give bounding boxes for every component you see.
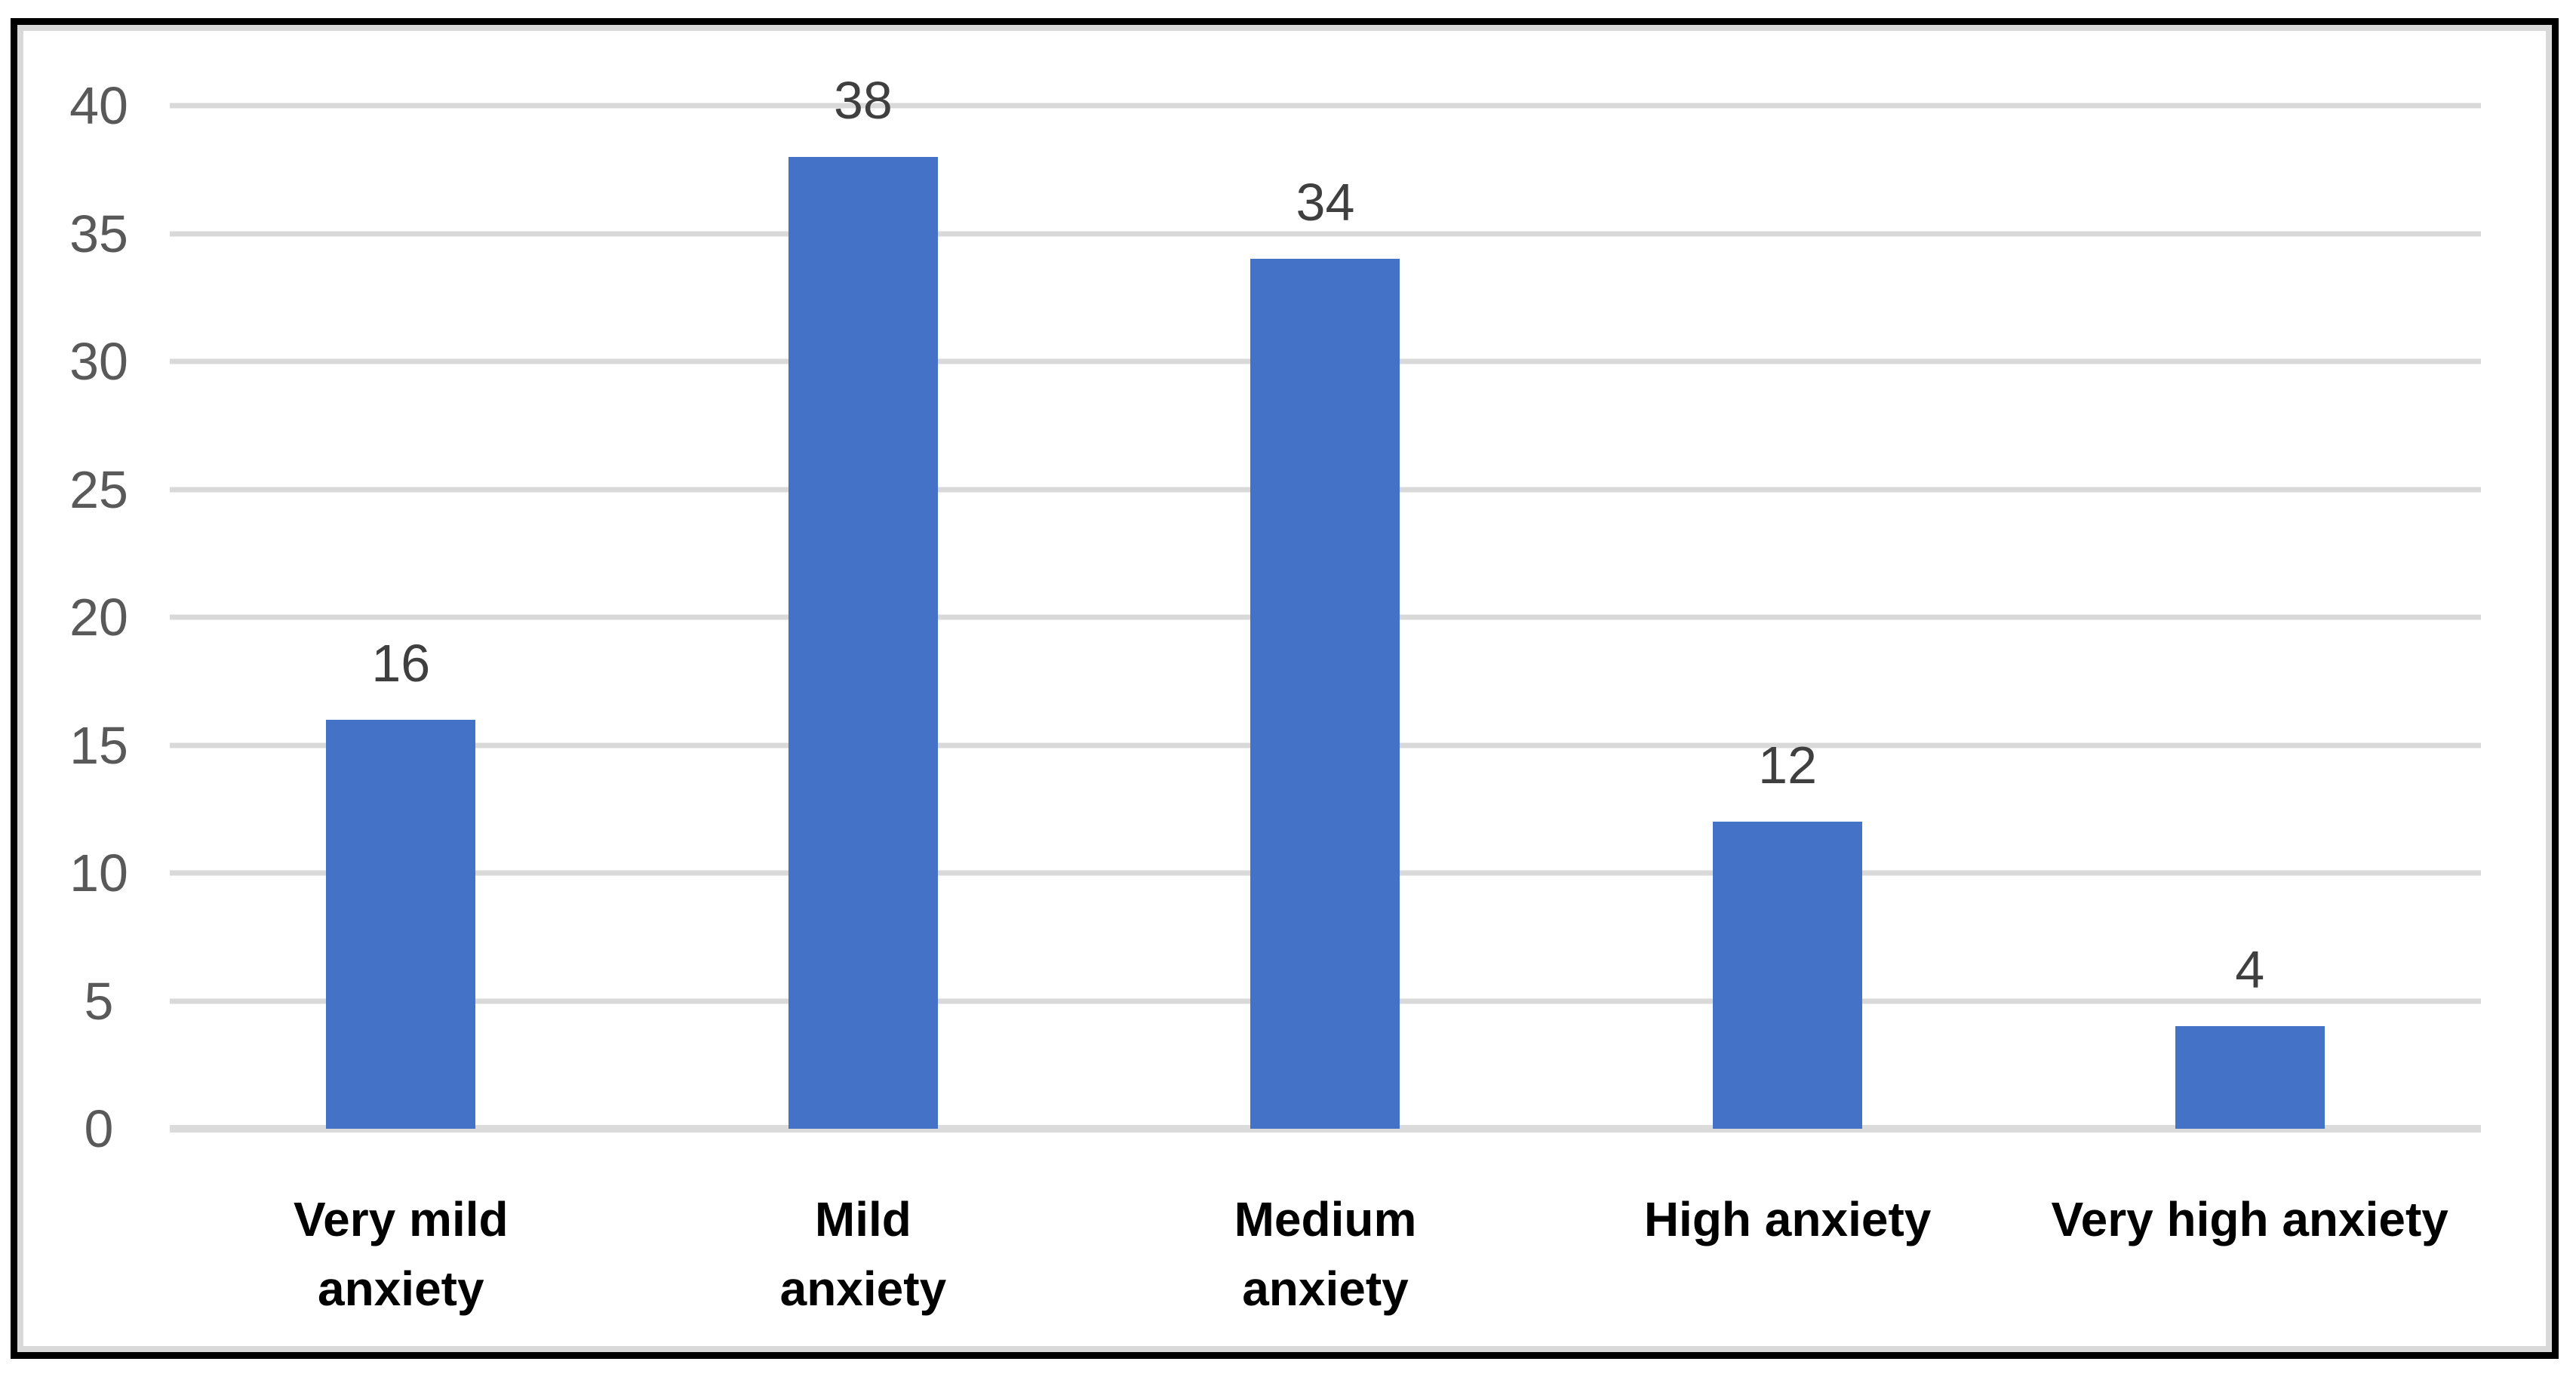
x-axis-line bbox=[170, 1125, 2481, 1133]
bar bbox=[1250, 259, 1400, 1129]
y-tick-label: 10 bbox=[69, 844, 128, 902]
y-axis: 0 5 10 15 20 25 30 35 40 bbox=[38, 79, 159, 1155]
x-axis: Very mild anxiety Mild anxiety Medium anxiety… bbox=[170, 1185, 2481, 1323]
data-label: 34 bbox=[1296, 173, 1355, 232]
y-tick-label: 15 bbox=[69, 715, 128, 775]
category-label-line: anxiety bbox=[1242, 1262, 1409, 1316]
gridline bbox=[170, 103, 2481, 109]
y-tick-label: 30 bbox=[69, 332, 128, 391]
bar bbox=[2175, 1026, 2325, 1129]
data-label: 12 bbox=[1758, 736, 1818, 795]
category-label-line: Very high anxiety bbox=[2051, 1192, 2448, 1246]
y-tick-label: 25 bbox=[69, 459, 128, 519]
bar-group: 34 bbox=[1094, 106, 1557, 1129]
category-label: Mild anxiety bbox=[632, 1185, 1095, 1323]
category-label-line: Medium bbox=[1234, 1192, 1417, 1246]
bar bbox=[326, 719, 476, 1129]
data-label: 38 bbox=[833, 70, 893, 130]
y-tick-label: 0 bbox=[84, 1099, 114, 1158]
category-label: High anxiety bbox=[1557, 1185, 2019, 1254]
data-label: 16 bbox=[371, 633, 431, 693]
category-label: Medium anxiety bbox=[1094, 1185, 1557, 1323]
bar-group: 4 bbox=[2018, 106, 2481, 1129]
y-tick-label: 40 bbox=[69, 76, 128, 135]
category-label-line: anxiety bbox=[779, 1262, 947, 1316]
y-tick-label: 35 bbox=[69, 204, 128, 263]
plot-area: 16 38 34 12 4 bbox=[170, 74, 2481, 1133]
category-label-line: High anxiety bbox=[1643, 1192, 1932, 1246]
category-label: Very high anxiety bbox=[2018, 1185, 2481, 1254]
category-label-line: Mild bbox=[814, 1192, 911, 1246]
category-label-line: Very mild bbox=[294, 1192, 509, 1246]
y-tick-label: 5 bbox=[84, 971, 114, 1031]
bar bbox=[788, 156, 938, 1129]
data-label: 4 bbox=[2235, 940, 2265, 1000]
bar bbox=[1713, 822, 1863, 1129]
bar-group: 38 bbox=[632, 74, 1095, 1129]
category-label-line: anxiety bbox=[318, 1262, 484, 1316]
bar-group: 16 bbox=[170, 106, 632, 1129]
chart-outer-border: 0 5 10 15 20 25 30 35 40 16 38 34 12 4 Very mild anxi… bbox=[11, 18, 2559, 1359]
category-label: Very mild anxiety bbox=[170, 1185, 632, 1323]
gridline bbox=[170, 231, 2481, 236]
bar-group: 12 bbox=[1557, 106, 2019, 1129]
bar-chart-canvas: 0 5 10 15 20 25 30 35 40 16 38 34 12 4 Very mild anxi… bbox=[17, 25, 2552, 1352]
y-tick-label: 20 bbox=[69, 588, 128, 647]
